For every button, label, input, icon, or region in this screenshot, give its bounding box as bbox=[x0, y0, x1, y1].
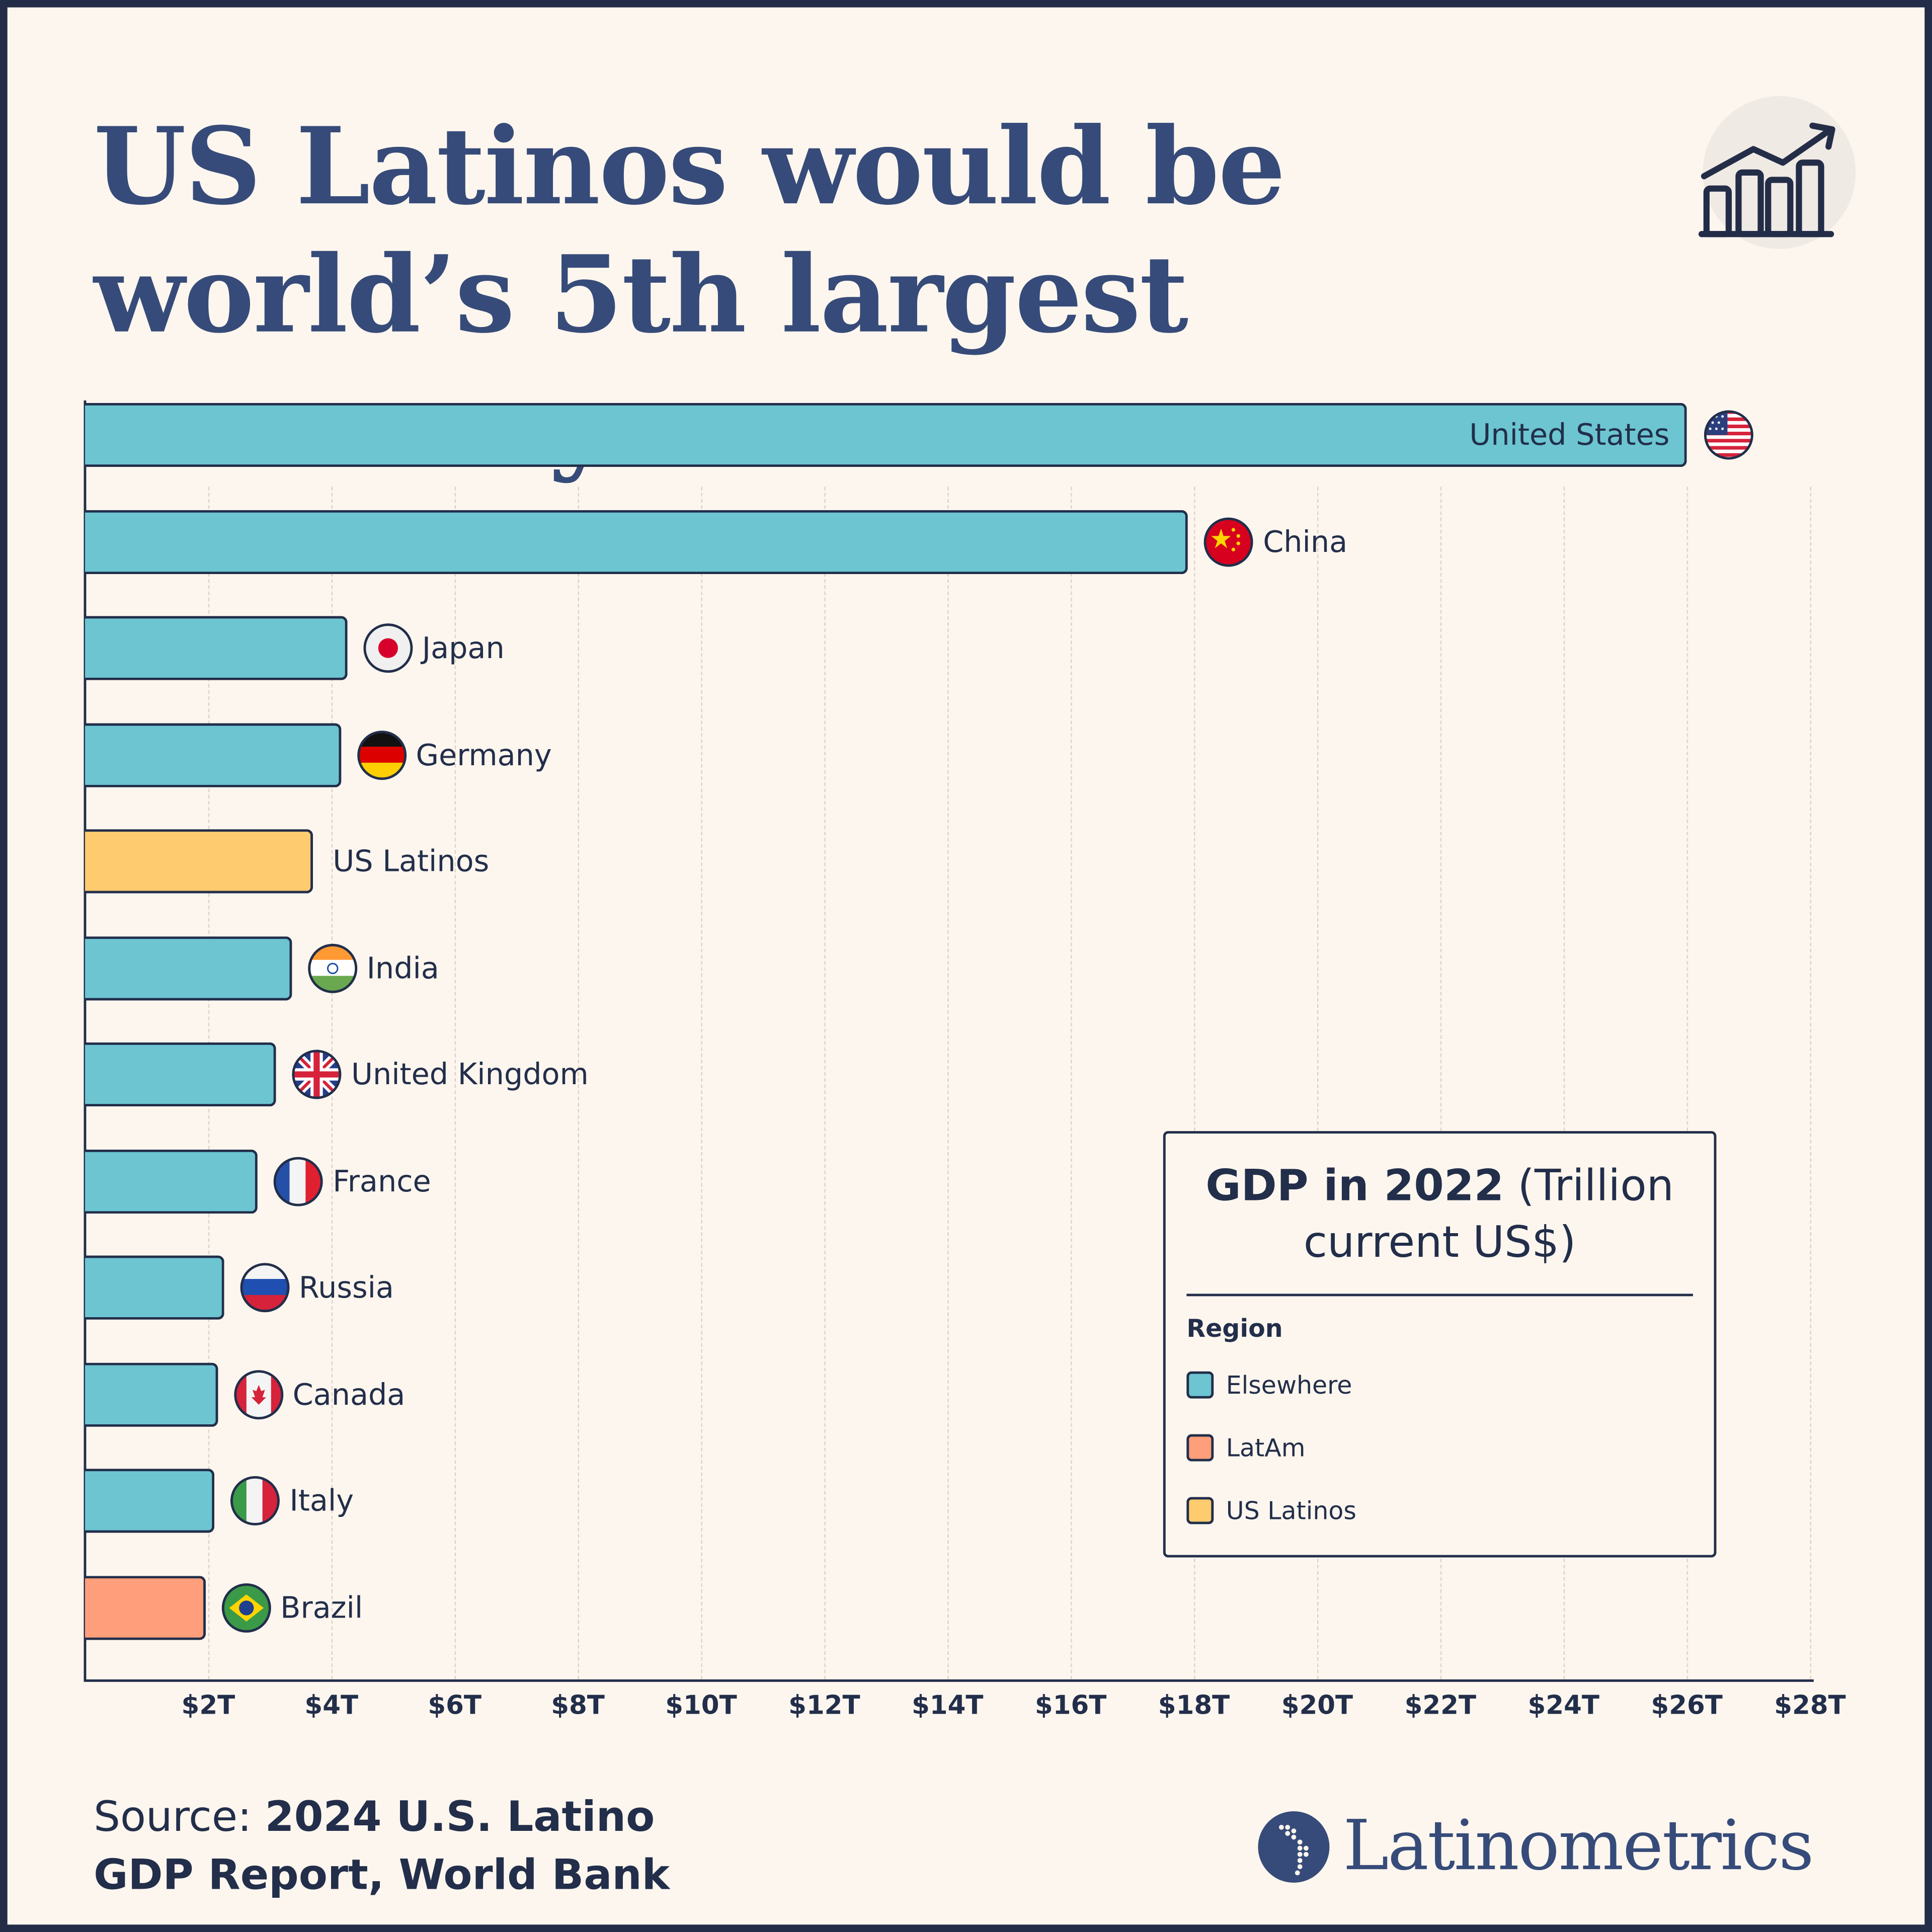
x-tick-label: $4T bbox=[304, 1691, 359, 1720]
bar-india bbox=[85, 936, 292, 1000]
uk-flag-icon bbox=[291, 1049, 343, 1100]
bar-label: India bbox=[366, 950, 439, 985]
x-tick-label: $26T bbox=[1651, 1691, 1723, 1720]
x-tick-label: $10T bbox=[665, 1691, 737, 1720]
legend-swatch bbox=[1186, 1371, 1214, 1399]
legend: GDP in 2022 (Trillion current US$) Regio… bbox=[1163, 1131, 1717, 1558]
source-line-1: 2024 U.S. Latino bbox=[265, 1793, 655, 1842]
x-tick-label: $2T bbox=[181, 1691, 235, 1720]
bar-label: Brazil bbox=[280, 1590, 363, 1625]
legend-item-us-latinos: US Latinos bbox=[1186, 1495, 1356, 1527]
italy-flag-icon bbox=[229, 1475, 281, 1526]
legend-item-latam: LatAm bbox=[1186, 1432, 1305, 1464]
y-axis-line bbox=[84, 400, 87, 1681]
legend-label: US Latinos bbox=[1226, 1496, 1356, 1525]
gridline bbox=[1810, 487, 1812, 1679]
legend-label: LatAm bbox=[1226, 1433, 1306, 1463]
canada-flag-icon bbox=[232, 1369, 284, 1420]
france-flag-icon bbox=[272, 1155, 324, 1207]
bar-canada bbox=[85, 1362, 218, 1426]
bar-label: France bbox=[333, 1164, 431, 1198]
bar-label: US Latinos bbox=[333, 844, 490, 879]
x-tick-label: $20T bbox=[1281, 1691, 1353, 1720]
x-tick-label: $18T bbox=[1158, 1691, 1230, 1720]
bar-united-states bbox=[85, 403, 1687, 467]
bar-label: Russia bbox=[298, 1270, 394, 1305]
bar-russia bbox=[85, 1255, 224, 1320]
bar-chart-trend-icon bbox=[1698, 96, 1856, 254]
japan-flag-icon bbox=[362, 622, 414, 674]
gridline bbox=[701, 487, 702, 1679]
gridline bbox=[824, 487, 826, 1679]
gridline bbox=[1563, 487, 1565, 1679]
gridline bbox=[1317, 487, 1319, 1679]
brazil-flag-icon bbox=[220, 1581, 272, 1633]
source-prefix: Source: bbox=[94, 1793, 252, 1842]
legend-heading: Region bbox=[1186, 1313, 1283, 1343]
bar-united-kingdom bbox=[85, 1042, 276, 1107]
russia-flag-icon bbox=[238, 1262, 290, 1314]
source-line-2: GDP Report, World Bank bbox=[94, 1850, 670, 1900]
legend-divider bbox=[1186, 1294, 1693, 1296]
gridline bbox=[1686, 487, 1688, 1679]
bar-label: Germany bbox=[416, 737, 552, 772]
x-tick-label: $6T bbox=[428, 1691, 482, 1720]
x-tick-label: $12T bbox=[788, 1691, 860, 1720]
legend-title-rest: (Trillion current US$) bbox=[1303, 1162, 1674, 1268]
bar-label: United Kingdom bbox=[351, 1057, 589, 1092]
bar-brazil bbox=[85, 1575, 205, 1640]
page-title: US Latinos would be world’s 5th largest … bbox=[94, 105, 1285, 486]
gridline bbox=[1194, 487, 1195, 1679]
bar-us-latinos bbox=[85, 829, 313, 894]
bar-label: United States bbox=[1469, 418, 1670, 452]
legend-swatch bbox=[1186, 1434, 1214, 1462]
brand-name: Latinometrics bbox=[1343, 1806, 1814, 1887]
bar-germany bbox=[85, 722, 341, 787]
gridline bbox=[454, 487, 456, 1679]
brand-logo: Latinometrics bbox=[1257, 1806, 1814, 1887]
legend-swatch bbox=[1186, 1497, 1214, 1524]
bar-france bbox=[85, 1149, 258, 1214]
x-tick-label: $24T bbox=[1527, 1691, 1599, 1720]
x-tick-label: $8T bbox=[551, 1691, 605, 1720]
x-tick-label: $28T bbox=[1774, 1691, 1846, 1720]
x-tick-label: $22T bbox=[1404, 1691, 1477, 1720]
bar-china bbox=[85, 509, 1188, 574]
x-tick-label: $16T bbox=[1034, 1691, 1107, 1720]
bar-japan bbox=[85, 616, 347, 680]
gridline bbox=[1071, 487, 1072, 1679]
legend-title: GDP in 2022 (Trillion current US$) bbox=[1166, 1158, 1714, 1271]
x-axis-line bbox=[84, 1679, 1814, 1682]
bar-label: Italy bbox=[289, 1483, 354, 1518]
india-flag-icon bbox=[306, 942, 358, 994]
legend-title-bold: GDP in 2022 bbox=[1205, 1162, 1504, 1212]
bar-label: China bbox=[1263, 524, 1348, 559]
china-flag-icon bbox=[1202, 516, 1254, 568]
x-tick-label: $14T bbox=[912, 1691, 984, 1720]
legend-item-elsewhere: Elsewhere bbox=[1186, 1369, 1352, 1401]
bar-label: Canada bbox=[292, 1377, 406, 1412]
gridline bbox=[578, 487, 580, 1679]
americas-map-logo-icon bbox=[1258, 1810, 1330, 1882]
bar-italy bbox=[85, 1469, 215, 1533]
us-flag-icon bbox=[1703, 409, 1754, 461]
legend-label: Elsewhere bbox=[1226, 1370, 1352, 1400]
gridline bbox=[947, 487, 949, 1679]
bar-label: Japan bbox=[422, 630, 505, 666]
gridline bbox=[1440, 487, 1442, 1679]
germany-flag-icon bbox=[356, 729, 408, 781]
source-note: Source: 2024 U.S. Latino GDP Report, Wor… bbox=[94, 1789, 670, 1905]
